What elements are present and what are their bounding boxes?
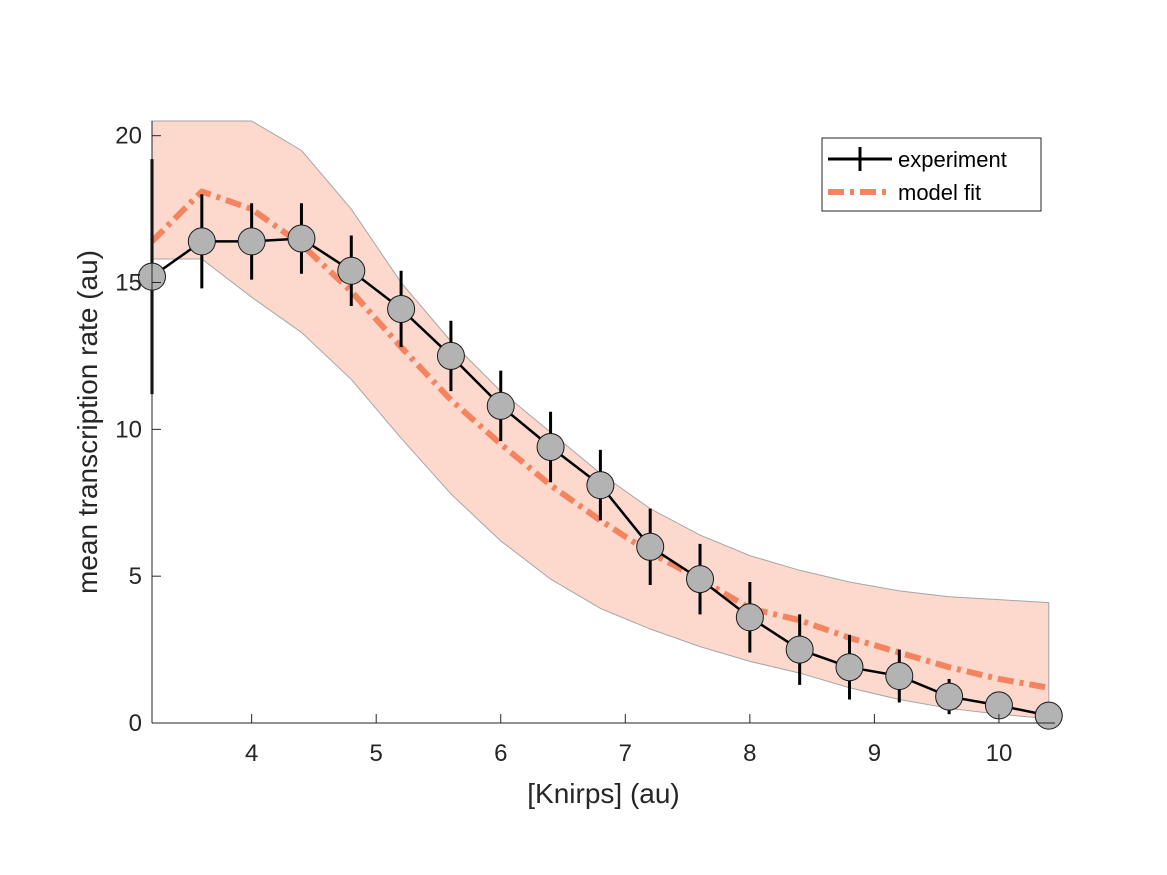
experiment-point [885,662,914,691]
experiment-point [436,341,465,370]
x-axis-title: [Knirps] (au) [527,778,680,809]
y-tick-label: 5 [129,563,142,590]
experiment-point [636,532,665,561]
x-tick-label: 4 [245,740,258,767]
y-tick-label: 10 [115,416,142,443]
experiment-point [187,227,216,256]
legend-model-fit-label: model fit [898,180,981,205]
experiment-point [1034,701,1063,730]
y-tick-label: 15 [115,270,142,297]
experiment-point [686,565,715,594]
y-tick-label: 0 [129,710,142,737]
legend: experiment model fit [821,137,1042,212]
experiment-point [486,391,515,420]
x-tick-label: 9 [868,740,881,767]
experiment-point [287,224,316,253]
experiment-point [586,471,615,500]
experiment-point [935,682,964,711]
y-axis-title: mean transcription rate (au) [72,250,103,594]
x-tick-label: 7 [619,740,632,767]
x-tick-label: 10 [986,740,1013,767]
axes-layer: 4 5 6 7 8 9 10 0 5 10 15 20 [115,121,1055,767]
experiment-layer [138,159,1063,730]
experiment-point [735,603,764,632]
experiment-point [785,635,814,664]
experiment-point [237,227,266,256]
x-tick-label: 8 [743,740,756,767]
x-tick-label: 6 [494,740,507,767]
experiment-point [387,294,416,323]
legend-experiment-label: experiment [898,147,1007,172]
experiment-point [835,653,864,682]
experiment-point [536,432,565,461]
experiment-point [337,256,366,285]
y-tick-label: 20 [115,123,142,150]
x-tick-label: 5 [370,740,383,767]
